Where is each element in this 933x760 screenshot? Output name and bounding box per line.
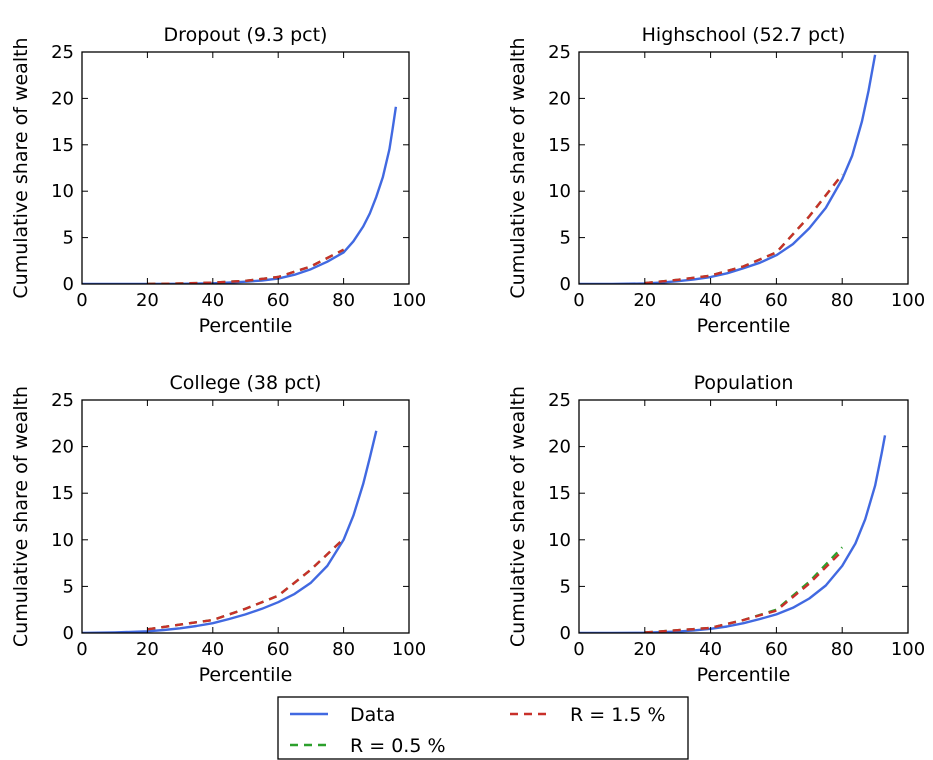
y-tick-label: 20 xyxy=(51,437,74,458)
y-tick-label: 15 xyxy=(51,483,74,504)
y-tick-label: 0 xyxy=(560,274,571,295)
x-tick-label: 0 xyxy=(573,290,584,311)
y-tick-label: 5 xyxy=(63,576,74,597)
series-line-data xyxy=(579,435,887,633)
legend-label-r15: R = 1.5 % xyxy=(570,704,666,726)
x-tick-label: 60 xyxy=(267,290,290,311)
x-tick-label: 20 xyxy=(136,639,159,660)
panel-1: 0 20 40 60 80 100 0 5 10 15 20 25 Dropout (9.3 pct) P… xyxy=(10,24,426,337)
panel-4: 0 20 40 60 80 100 0 5 10 15 20 25 Population Percenti… xyxy=(507,372,925,686)
y-tick-label: 25 xyxy=(51,390,74,411)
x-tick-label: 0 xyxy=(76,290,87,311)
x-tick-label: 100 xyxy=(891,290,925,311)
plot-frame xyxy=(81,51,410,285)
panel-title: College (38 pct) xyxy=(170,372,322,394)
y-tick-label: 20 xyxy=(548,88,571,109)
series-line-data xyxy=(82,106,398,284)
legend-label-r05: R = 0.5 % xyxy=(350,735,446,757)
y-tick-label: 20 xyxy=(548,437,571,458)
y-tick-label: 25 xyxy=(51,42,74,63)
panel-title: Dropout (9.3 pct) xyxy=(164,24,328,46)
x-tick-label: 0 xyxy=(573,639,584,660)
x-tick-label: 60 xyxy=(765,639,788,660)
y-tick-label: 15 xyxy=(548,483,571,504)
x-tick-label: 40 xyxy=(699,290,722,311)
y-tick-label: 15 xyxy=(548,135,571,156)
x-tick-label: 20 xyxy=(136,290,159,311)
y-axis-label: Cumulative share of wealth xyxy=(507,386,529,647)
y-tick-label: 0 xyxy=(63,623,74,644)
y-tick-label: 25 xyxy=(548,42,571,63)
y-tick-label: 20 xyxy=(51,88,74,109)
x-axis-label: Percentile xyxy=(697,664,791,686)
y-tick-label: 15 xyxy=(51,135,74,156)
plot-frame xyxy=(578,399,909,634)
series-line-r-1-5- xyxy=(147,538,345,631)
y-tick-label: 10 xyxy=(51,530,74,551)
x-tick-label: 100 xyxy=(392,639,426,660)
plot-frame xyxy=(578,51,909,285)
y-tick-label: 25 xyxy=(548,390,571,411)
plot-frame xyxy=(81,399,410,634)
legend-label-data: Data xyxy=(350,704,395,726)
x-tick-label: 80 xyxy=(831,290,854,311)
x-tick-label: 80 xyxy=(332,639,355,660)
x-tick-label: 40 xyxy=(201,639,224,660)
y-tick-label: 10 xyxy=(51,181,74,202)
panel-2: 0 20 40 60 80 100 0 5 10 15 20 25 Highschool (52.7 p… xyxy=(507,24,925,337)
x-tick-label: 60 xyxy=(765,290,788,311)
x-tick-label: 80 xyxy=(332,290,355,311)
series-line-data xyxy=(82,430,378,633)
x-tick-label: 100 xyxy=(392,290,426,311)
x-tick-label: 20 xyxy=(633,639,656,660)
x-tick-label: 100 xyxy=(891,639,925,660)
y-tick-label: 10 xyxy=(548,530,571,551)
x-axis-label: Percentile xyxy=(199,664,293,686)
x-tick-label: 20 xyxy=(633,290,656,311)
series-line-r-1-5- xyxy=(644,173,844,284)
x-tick-label: 60 xyxy=(267,639,290,660)
y-axis-label: Cumulative share of wealth xyxy=(10,386,32,647)
y-tick-label: 0 xyxy=(63,274,74,295)
panel-title: Population xyxy=(694,372,794,394)
panel-title: Highschool (52.7 pct) xyxy=(642,24,846,46)
x-axis-label: Percentile xyxy=(697,315,791,337)
legend-frame xyxy=(277,696,689,760)
y-axis-label: Cumulative share of wealth xyxy=(10,37,32,298)
y-axis-label: Cumulative share of wealth xyxy=(507,37,529,298)
series-line-r-0-5- xyxy=(147,538,345,631)
panel-3: 0 20 40 60 80 100 0 5 10 15 20 25 College (38 pct) Pe… xyxy=(10,372,426,686)
y-tick-label: 5 xyxy=(63,228,74,249)
series-line-data xyxy=(579,54,877,284)
x-tick-label: 0 xyxy=(76,639,87,660)
y-tick-label: 5 xyxy=(560,576,571,597)
y-tick-label: 0 xyxy=(560,623,571,644)
series-line-r-1-5- xyxy=(644,550,844,633)
x-axis-label: Percentile xyxy=(199,315,293,337)
y-tick-label: 10 xyxy=(548,181,571,202)
y-tick-label: 5 xyxy=(560,228,571,249)
x-tick-label: 40 xyxy=(699,639,722,660)
x-tick-label: 40 xyxy=(201,290,224,311)
x-tick-label: 80 xyxy=(831,639,854,660)
legend: Data R = 1.5 % R = 0.5 % xyxy=(277,696,689,760)
